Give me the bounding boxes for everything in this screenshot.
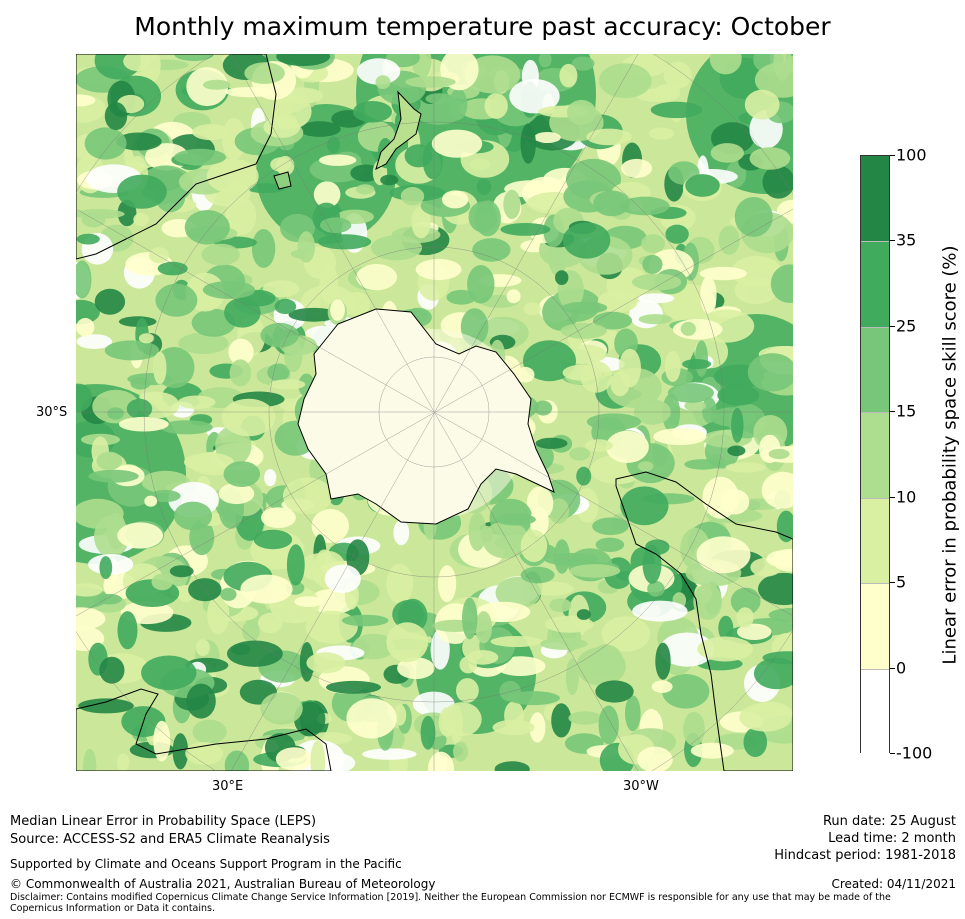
colorbar-tick-mark — [890, 753, 895, 754]
longitude-label-west: 30°W — [623, 779, 659, 794]
colorbar-tick-mark — [890, 582, 895, 584]
antarctica-coastline — [297, 308, 555, 525]
tasmania-coastline — [273, 171, 292, 190]
colorbar-tick-label: 10 — [896, 487, 917, 507]
colorbar-tick-mark — [890, 667, 895, 669]
new-zealand-coastline — [375, 90, 422, 170]
colorbar-tick-mark — [890, 240, 895, 242]
colorbar-segment — [861, 156, 889, 242]
colorbar-tick-mark — [890, 325, 895, 327]
footer-source: Source: ACCESS-S2 and ERA5 Climate Reana… — [10, 832, 330, 847]
colorbar-tick-label: 35 — [896, 230, 917, 250]
colorbar-segment — [861, 326, 889, 413]
colorbar-tick-label: -100 — [896, 743, 933, 763]
australia-coastline — [76, 54, 277, 260]
graticule — [76, 54, 793, 771]
colorbar-segment — [861, 497, 889, 584]
colorbar-tick-label: 15 — [896, 401, 917, 421]
latitude-label: 30°S — [36, 405, 68, 420]
south-america-coastline — [615, 471, 793, 771]
footer-metric: Median Linear Error in Probability Space… — [10, 814, 317, 829]
colorbar-tick-mark — [890, 411, 895, 413]
map-title: Monthly maximum temperature past accurac… — [134, 12, 831, 41]
colorbar-segment — [861, 412, 889, 498]
footer-support: Supported by Climate and Oceans Support … — [10, 857, 402, 871]
footer-disclaimer: Disclaimer: Contains modified Copernicus… — [10, 892, 891, 914]
colorbar-segment — [861, 668, 889, 754]
footer-hindcast: Hindcast period: 1981-2018 — [774, 848, 956, 863]
colorbar-tick-label: 25 — [896, 316, 917, 336]
colorbar-segment — [861, 583, 889, 669]
footer-run-date: Run date: 25 August — [822, 814, 956, 829]
colorbar-segment — [861, 241, 889, 327]
colorbar-title: Linear error in probability space skill … — [939, 245, 961, 665]
africa-coastline — [76, 688, 332, 771]
longitude-label-east: 30°E — [212, 779, 244, 794]
colorbar-tick-mark — [890, 155, 895, 156]
colorbar — [860, 155, 890, 754]
footer-lead-time: Lead time: 2 month — [828, 831, 956, 846]
colorbar-tick-mark — [890, 496, 895, 498]
footer-copyright: © Commonwealth of Australia 2021, Austra… — [10, 877, 436, 891]
colorbar-tick-label: 5 — [896, 572, 907, 592]
skill-score-map — [76, 54, 793, 771]
colorbar-tick-label: 0 — [896, 658, 907, 678]
map-canvas — [76, 54, 793, 771]
footer-created: Created: 04/11/2021 — [831, 877, 956, 891]
colorbar-tick-label: 100 — [896, 145, 927, 165]
